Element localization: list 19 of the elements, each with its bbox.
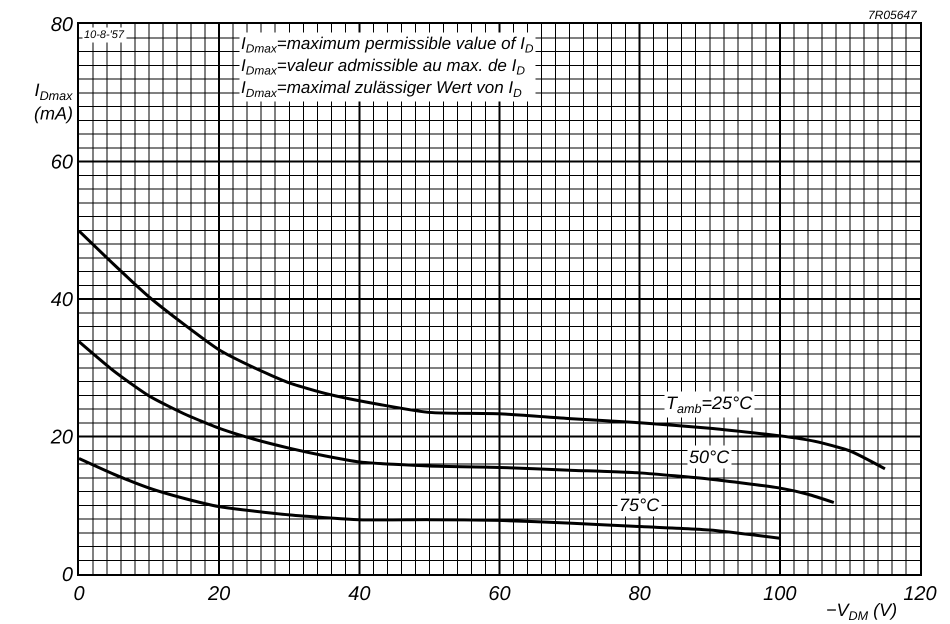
x-tick-label: 80 [628, 583, 651, 605]
y-tick-label: 20 [50, 426, 73, 448]
annotation: 10-8-'57 [84, 29, 125, 41]
series-label: T$_{amb}$=25°C [666, 393, 754, 416]
series-label: 50°C [689, 447, 730, 467]
x-tick-label: 100 [763, 583, 797, 605]
y-tick-label: 0 [62, 564, 73, 586]
y-tick-label: 80 [50, 14, 73, 36]
text: 7R05647 [868, 8, 918, 22]
y-axis-title: I$_{Dmax}$ (mA) [34, 80, 74, 124]
x-tick-label: 120 [903, 583, 937, 605]
series-label: 75°C [619, 495, 660, 515]
x-tick-label: 20 [207, 583, 230, 605]
text: I$_{Dmax}$=maximum permissible value of I$_{D}$ I$_{Dmax}$=valeur admissible au max. de I$_{D}$ I$_{Dmax}$=maximal zulässiger Wert von I$_{D}$ [241, 34, 534, 100]
x-axis-title: −V$_{DM}$ (V) [826, 600, 898, 623]
x-tick-label: 60 [488, 583, 511, 605]
y-tick-label: 60 [50, 152, 73, 174]
x-tick-label: 40 [348, 583, 370, 605]
y-tick-label: 40 [50, 289, 73, 311]
